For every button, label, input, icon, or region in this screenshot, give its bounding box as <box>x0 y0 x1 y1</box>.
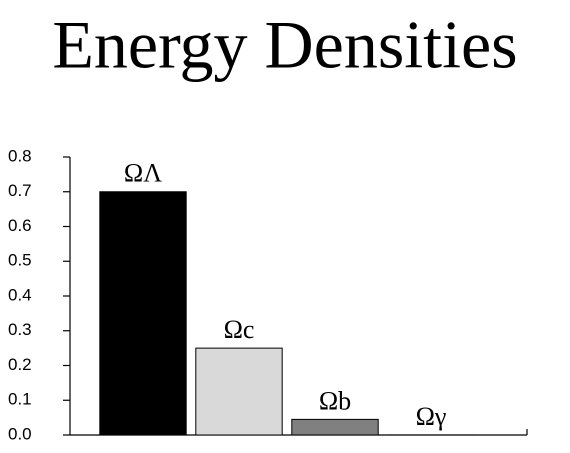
y-tick-label: 0.2 <box>8 355 32 374</box>
bar <box>195 347 283 436</box>
y-tick-label: 0.8 <box>8 146 32 165</box>
y-tick-label: 0.0 <box>8 424 32 443</box>
y-tick-label: 0.6 <box>8 216 32 235</box>
y-tick-label: 0.5 <box>8 251 32 270</box>
bar-label: ΩΛ <box>124 159 162 188</box>
y-tick-label: 0.7 <box>8 181 32 200</box>
bar-label: Ωc <box>224 315 255 344</box>
bar <box>99 191 187 436</box>
y-tick-label: 0.3 <box>8 320 32 339</box>
bar <box>291 418 379 436</box>
chart-title: Energy Densities <box>52 7 517 83</box>
bar-label: Ωb <box>319 386 351 415</box>
y-tick-label: 0.1 <box>8 390 32 409</box>
bar-label: Ωγ <box>416 402 447 431</box>
y-tick-label: 0.4 <box>8 285 32 304</box>
